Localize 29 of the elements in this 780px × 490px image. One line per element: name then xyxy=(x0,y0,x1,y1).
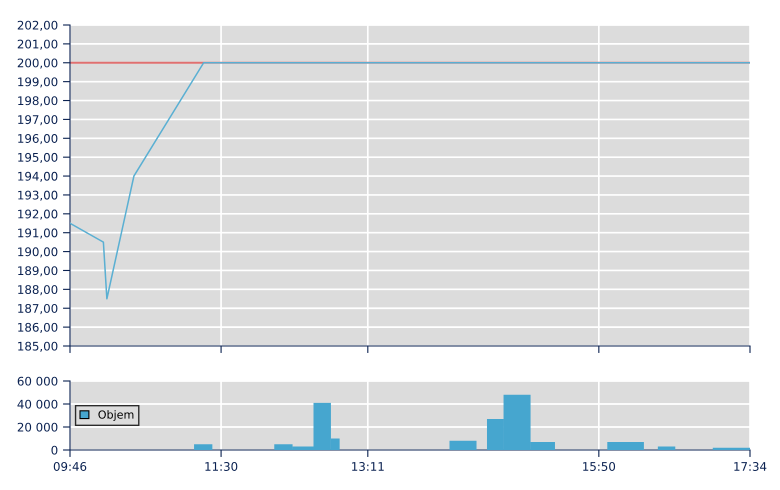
y-tick-label: 202,00 xyxy=(18,20,58,31)
y-tick-label: 187,00 xyxy=(18,304,58,314)
y-tick-label: 185,00 xyxy=(18,342,58,352)
x-tick-label: 09:46 xyxy=(54,462,86,471)
y-tick-label: 20 000 xyxy=(18,422,58,432)
y-tick-label: 193,00 xyxy=(18,190,58,201)
y-tick-label: 190,00 xyxy=(18,247,58,258)
x-tick-label: 11:30 xyxy=(205,462,238,471)
y-tick-label: 198,00 xyxy=(18,96,58,106)
y-tick-label: 60 000 xyxy=(18,376,58,386)
legend-label: Objem xyxy=(98,410,134,421)
y-tick-label: 201,00 xyxy=(18,40,58,50)
y-tick-label: 197,00 xyxy=(18,115,58,126)
x-tick-label: 15:50 xyxy=(583,462,616,471)
y-tick-label: 186,00 xyxy=(18,322,58,333)
y-tick-label: 192,00 xyxy=(18,210,58,220)
y-tick-label: 191,00 xyxy=(18,228,58,239)
line-series xyxy=(70,62,750,300)
y-tick-label: 194,00 xyxy=(18,172,58,182)
x-tick-label: 13:11 xyxy=(352,462,384,471)
y-tick-label: 0 xyxy=(51,446,58,455)
y-tick-label: 200,00 xyxy=(18,58,58,69)
y-tick-label: 196,00 xyxy=(18,134,58,144)
y-tick-label: 195,00 xyxy=(18,152,58,164)
y-tick-label: 199,00 xyxy=(18,77,58,88)
x-tick-label: 17:34 xyxy=(734,462,766,471)
y-tick-label: 188,00 xyxy=(18,285,58,296)
y-tick-label: 40 000 xyxy=(17,400,58,409)
y-tick-label: 189,00 xyxy=(18,266,58,276)
